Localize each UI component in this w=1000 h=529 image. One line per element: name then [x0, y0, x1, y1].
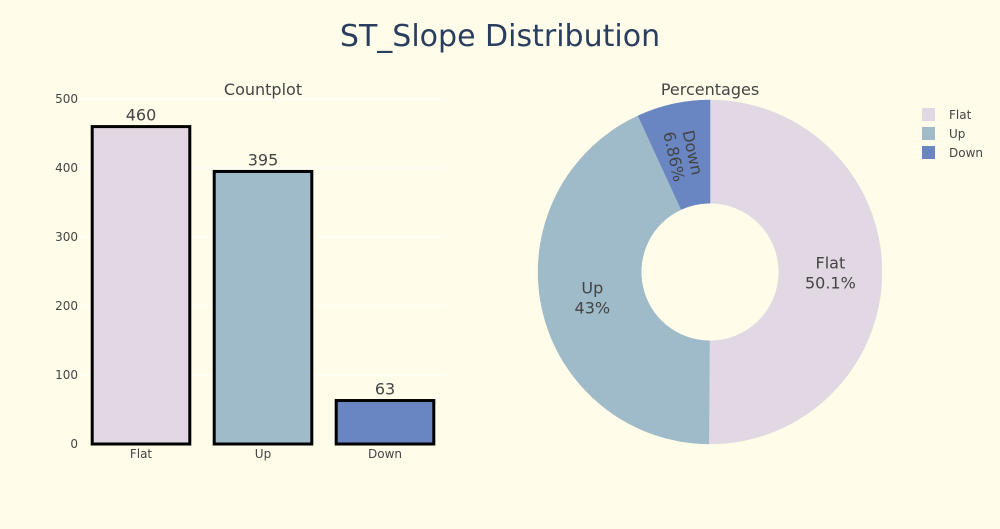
donut-slice[interactable] — [637, 99, 711, 210]
legend-label: Down — [949, 146, 983, 160]
donut-slice[interactable] — [537, 115, 710, 445]
slice-name: Flat — [816, 253, 846, 272]
legend-swatch — [922, 127, 935, 140]
bar-data-labels: 460 395 63 — [126, 106, 395, 399]
legend-swatch — [922, 146, 935, 159]
x-tick-label: Flat — [130, 447, 153, 461]
y-tick-label: 400 — [55, 161, 78, 175]
bar-subplot-title: Countplot — [224, 80, 302, 99]
y-tick-label: 300 — [55, 230, 78, 244]
y-tick-label: 200 — [55, 299, 78, 313]
y-tick-label: 500 — [55, 92, 78, 106]
x-tick-label: Down — [368, 447, 402, 461]
pie-subplot-title: Percentages — [661, 80, 759, 99]
legend-item[interactable]: Down — [922, 146, 983, 160]
legend-label: Flat — [949, 108, 972, 122]
slice-percent: 43% — [575, 298, 611, 317]
slice-percent: 50.1% — [805, 273, 856, 292]
bar[interactable] — [212, 169, 314, 446]
bar-value-label: 395 — [248, 150, 279, 169]
y-tick-label: 100 — [55, 368, 78, 382]
bar-x-axis: Flat Up Down — [130, 447, 402, 461]
slice-name: Up — [581, 278, 603, 297]
donut-slice[interactable] — [708, 99, 883, 445]
legend-label: Up — [949, 127, 965, 141]
donut-slice-label: Up 43% — [575, 278, 611, 317]
figure-title: ST_Slope Distribution — [340, 19, 660, 54]
legend-item[interactable]: Up — [922, 127, 965, 141]
bar[interactable] — [90, 125, 192, 446]
donut-slice-label: Flat 50.1% — [805, 253, 856, 292]
donut-chart — [537, 99, 883, 445]
bar[interactable] — [334, 399, 436, 446]
legend-swatch — [922, 108, 935, 121]
bar-y-axis: 0 100 200 300 400 500 — [55, 92, 78, 451]
y-tick-label: 0 — [70, 437, 78, 451]
legend-item[interactable]: Flat — [922, 108, 972, 122]
legend[interactable]: Flat Up Down — [922, 108, 983, 160]
x-tick-label: Up — [255, 447, 271, 461]
bar-series — [90, 125, 436, 446]
bar-value-label: 63 — [375, 380, 395, 399]
bar-value-label: 460 — [126, 106, 157, 125]
